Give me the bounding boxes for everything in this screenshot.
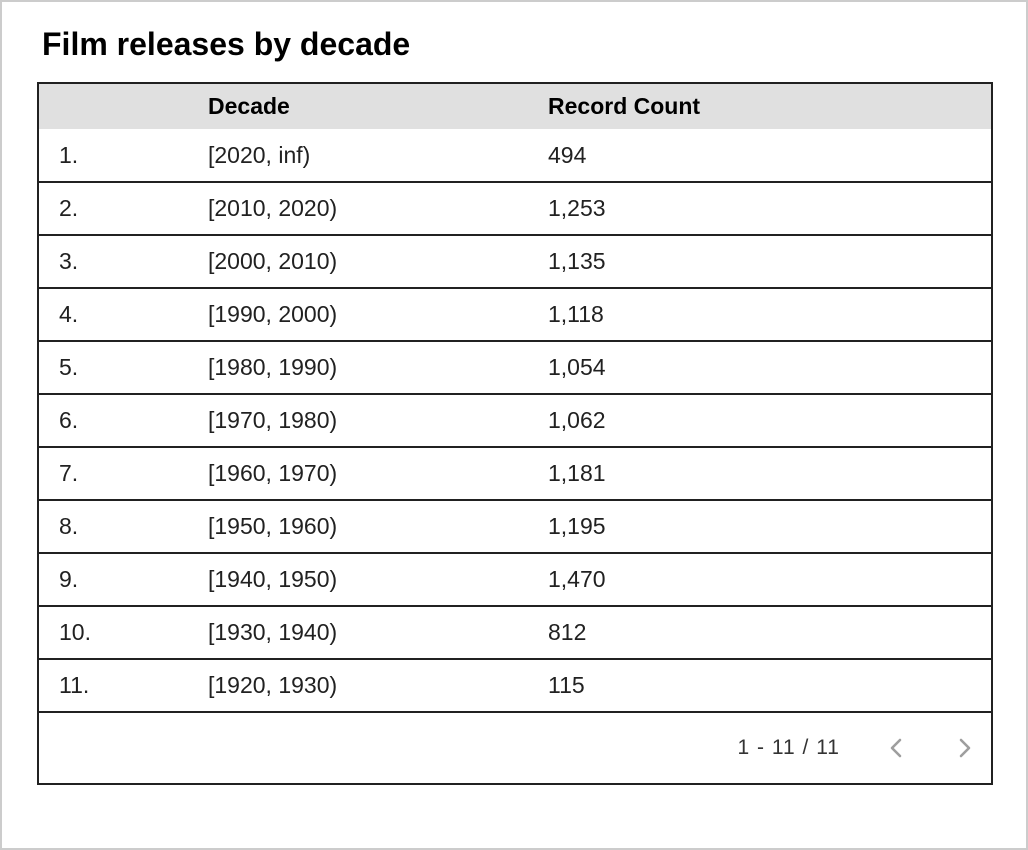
cell-index: 2.	[38, 181, 188, 235]
cell-index: 1.	[38, 129, 188, 182]
header-cell-decade[interactable]: Decade	[188, 83, 528, 129]
cell-decade: [1970, 1980)	[188, 393, 528, 447]
table-row: 4. [1990, 2000) 1,118	[38, 287, 992, 341]
table-body: 1. [2020, inf) 494 2. [2010, 2020) 1,253 3. [20…	[38, 129, 992, 712]
cell-index: 11.	[38, 658, 188, 712]
cell-decade: [2010, 2020)	[188, 181, 528, 235]
cell-decade: [1940, 1950)	[188, 552, 528, 606]
table-row: 7. [1960, 1970) 1,181	[38, 446, 992, 500]
cell-record-count: 1,118	[528, 287, 992, 341]
cell-index: 9.	[38, 552, 188, 606]
cell-record-count: 494	[528, 129, 992, 182]
cell-record-count: 1,062	[528, 393, 992, 447]
header-cell-index	[38, 83, 188, 129]
table-row: 11. [1920, 1930) 115	[38, 658, 992, 712]
table-row: 10. [1930, 1940) 812	[38, 605, 992, 659]
cell-decade: [1950, 1960)	[188, 499, 528, 553]
cell-decade: [2000, 2010)	[188, 234, 528, 288]
table-row: 6. [1970, 1980) 1,062	[38, 393, 992, 447]
cell-index: 10.	[38, 605, 188, 659]
pagination: 1 - 11 / 11	[39, 726, 991, 770]
table-header: Decade Record Count	[38, 83, 992, 129]
cell-decade: [1930, 1940)	[188, 605, 528, 659]
cell-index: 4.	[38, 287, 188, 341]
table-container: Decade Record Count 1. [2020, inf) 494 2. [2…	[37, 82, 993, 785]
pagination-prev-button[interactable]	[875, 726, 919, 770]
table-row: 2. [2010, 2020) 1,253	[38, 181, 992, 235]
footer-row: 1 - 11 / 11	[38, 711, 992, 784]
table-row: 8. [1950, 1960) 1,195	[38, 499, 992, 553]
chevron-right-icon	[952, 736, 976, 760]
cell-index: 3.	[38, 234, 188, 288]
cell-record-count: 1,195	[528, 499, 992, 553]
cell-decade: [2020, inf)	[188, 129, 528, 182]
page-title: Film releases by decade	[42, 26, 411, 62]
table-footer: 1 - 11 / 11	[38, 711, 992, 784]
chevron-left-icon	[885, 736, 909, 760]
header-cell-record-count[interactable]: Record Count	[528, 83, 992, 129]
cell-record-count: 1,181	[528, 446, 992, 500]
cell-record-count: 1,253	[528, 181, 992, 235]
table-row: 3. [2000, 2010) 1,135	[38, 234, 992, 288]
cell-record-count: 1,470	[528, 552, 992, 606]
pagination-range-label: 1 - 11 / 11	[737, 736, 840, 759]
cell-decade: [1990, 2000)	[188, 287, 528, 341]
cell-decade: [1920, 1930)	[188, 658, 528, 712]
cell-record-count: 812	[528, 605, 992, 659]
table-row: 5. [1980, 1990) 1,054	[38, 340, 992, 394]
table-row: 1. [2020, inf) 494	[38, 129, 992, 182]
cell-index: 5.	[38, 340, 188, 394]
cell-decade: [1980, 1990)	[188, 340, 528, 394]
header-row: Decade Record Count	[38, 83, 992, 129]
cell-index: 6.	[38, 393, 188, 447]
cell-decade: [1960, 1970)	[188, 446, 528, 500]
cell-record-count: 115	[528, 658, 992, 712]
cell-record-count: 1,054	[528, 340, 992, 394]
table-row: 9. [1940, 1950) 1,470	[38, 552, 992, 606]
cell-record-count: 1,135	[528, 234, 992, 288]
footer-cell: 1 - 11 / 11	[38, 711, 992, 784]
data-table: Decade Record Count 1. [2020, inf) 494 2. [2…	[37, 82, 993, 785]
pagination-next-button[interactable]	[942, 726, 986, 770]
cell-index: 8.	[38, 499, 188, 553]
cell-index: 7.	[38, 446, 188, 500]
